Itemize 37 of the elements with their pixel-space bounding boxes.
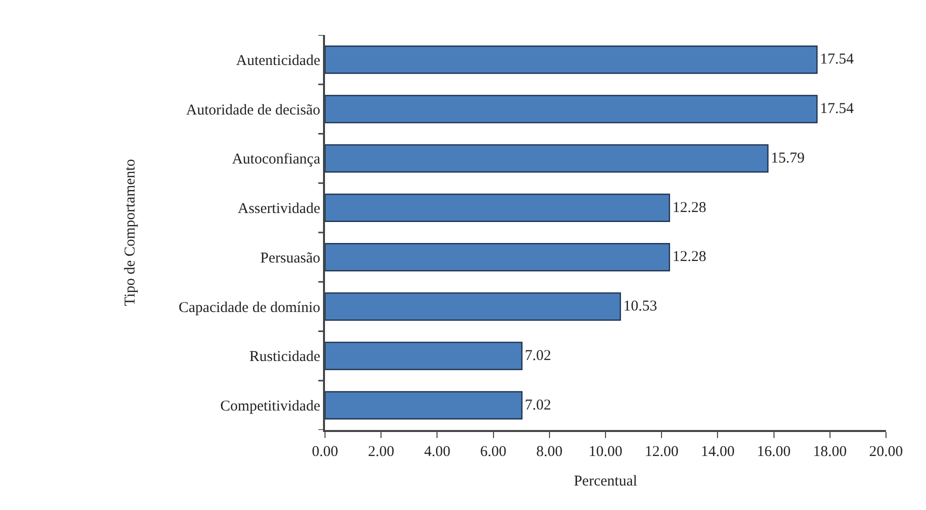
x-tick-label: 16.00 <box>756 444 791 460</box>
x-tick-label: 4.00 <box>424 444 450 460</box>
bar <box>325 342 523 370</box>
x-tick-label: 12.00 <box>644 444 678 460</box>
y-axis-title: Tipo de Comportamento <box>122 159 138 306</box>
x-tick-label: 0.00 <box>312 444 338 460</box>
x-tick-label: 2.00 <box>368 444 394 460</box>
bar <box>325 144 769 173</box>
x-axis-title: Percentual <box>574 474 638 490</box>
y-tick-label: Assertividade <box>238 201 321 218</box>
y-tick-label: Autenticidade <box>236 52 321 69</box>
x-tick-label: 6.00 <box>480 444 506 460</box>
y-tick-label: Autoconfiança <box>232 152 321 168</box>
bar <box>325 94 818 124</box>
y-tick-label: Autoridade de decisão <box>186 102 320 118</box>
y-tick-label: Competitividade <box>220 398 321 415</box>
bar <box>325 391 523 420</box>
x-tick-label: 18.00 <box>813 444 847 460</box>
bar <box>325 292 621 321</box>
data-label: 17.54 <box>820 101 854 118</box>
data-label: 10.53 <box>623 298 658 315</box>
bar <box>325 194 670 222</box>
data-label: 7.02 <box>524 397 552 414</box>
y-tick-label: Capacidade de domínio <box>178 300 320 316</box>
data-label: 7.02 <box>524 348 552 364</box>
y-tick-label: Rusticidade <box>249 349 321 366</box>
data-label: 15.79 <box>770 150 805 166</box>
data-label: 12.28 <box>672 200 706 216</box>
x-tick-label: 20.00 <box>869 444 903 460</box>
x-tick-label: 8.00 <box>536 444 563 460</box>
x-tick-label: 14.00 <box>700 444 735 460</box>
x-tick-label: 10.00 <box>588 444 622 460</box>
bar <box>325 46 818 74</box>
y-tick-label: Persuasão <box>260 250 320 266</box>
bar <box>325 243 670 272</box>
data-label: 12.28 <box>672 249 706 266</box>
data-label: 17.54 <box>820 52 854 68</box>
